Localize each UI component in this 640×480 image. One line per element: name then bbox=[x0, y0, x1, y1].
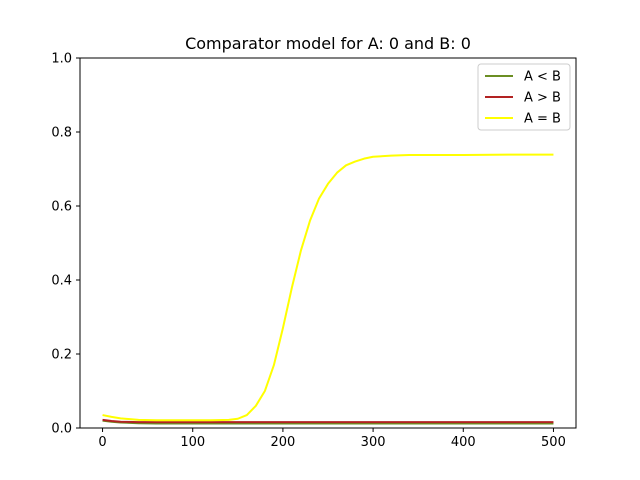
y-tick-label: 0.6 bbox=[51, 200, 72, 215]
legend: A < B A > B A = B bbox=[477, 63, 571, 131]
y-tick-label: 1.0 bbox=[51, 52, 72, 67]
y-tick-label: 0.8 bbox=[51, 126, 72, 141]
x-tick-label: 100 bbox=[180, 435, 205, 450]
x-tick-label: 0 bbox=[98, 435, 106, 450]
legend-box bbox=[477, 63, 571, 131]
y-tick-label: 0.0 bbox=[51, 422, 72, 437]
legend-label: A = B bbox=[524, 112, 561, 127]
x-tick-label: 300 bbox=[361, 435, 386, 450]
series-line-1 bbox=[102, 418, 554, 424]
x-tick-label: 200 bbox=[270, 435, 295, 450]
y-tick-label: 0.2 bbox=[51, 348, 72, 363]
x-axis: 0 100 200 300 400 500 bbox=[98, 428, 566, 450]
y-tick-label: 0.4 bbox=[51, 274, 72, 289]
chart-title: Comparator model for A: 0 and B: 0 bbox=[185, 34, 471, 53]
legend-label: A < B bbox=[524, 70, 561, 85]
legend-label: A > B bbox=[524, 91, 561, 106]
series-lines bbox=[102, 153, 554, 425]
axes-frame bbox=[79, 57, 577, 429]
x-tick-label: 400 bbox=[451, 435, 476, 450]
series-line-2 bbox=[102, 153, 554, 422]
y-axis: 0.0 0.2 0.4 0.6 0.8 1.0 bbox=[51, 52, 80, 437]
x-tick-label: 500 bbox=[541, 435, 566, 450]
